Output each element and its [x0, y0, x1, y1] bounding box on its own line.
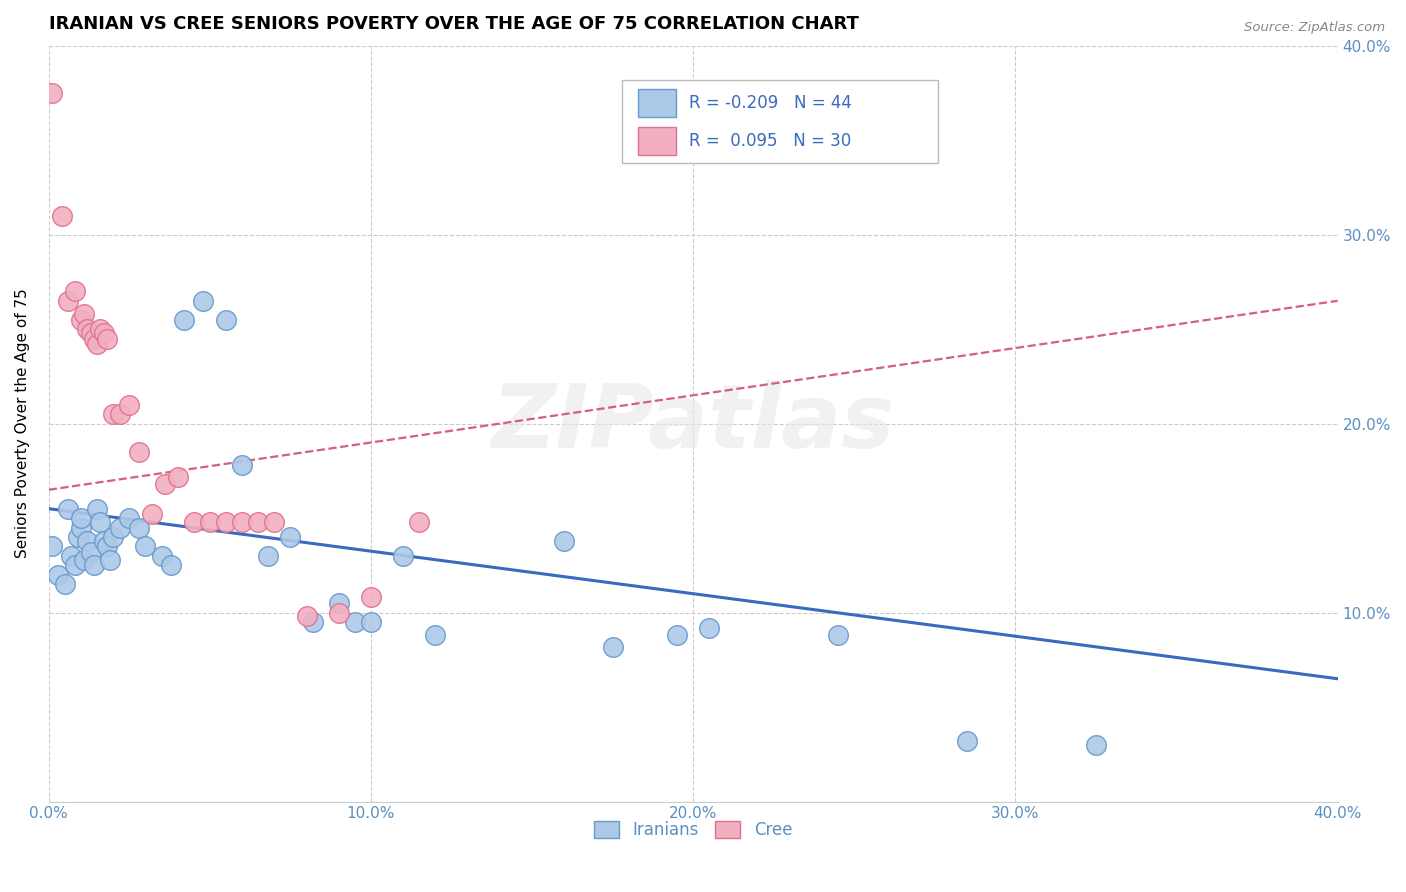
Text: R = -0.209   N = 44: R = -0.209 N = 44	[689, 95, 852, 112]
Point	[257, 549, 280, 563]
Point	[150, 549, 173, 563]
Point	[118, 398, 141, 412]
FancyBboxPatch shape	[638, 127, 676, 155]
Point	[141, 508, 163, 522]
Text: ZIPatlas: ZIPatlas	[492, 380, 894, 467]
Point	[41, 86, 63, 100]
Point	[76, 322, 98, 336]
Point	[41, 540, 63, 554]
Point	[328, 596, 350, 610]
Point	[360, 591, 382, 605]
Point	[827, 628, 849, 642]
Point	[96, 540, 118, 554]
Point	[86, 337, 108, 351]
Point	[666, 628, 689, 642]
Point	[956, 734, 979, 748]
Text: IRANIAN VS CREE SENIORS POVERTY OVER THE AGE OF 75 CORRELATION CHART: IRANIAN VS CREE SENIORS POVERTY OVER THE…	[49, 15, 859, 33]
Point	[295, 609, 318, 624]
Point	[247, 515, 270, 529]
Text: R =  0.095   N = 30: R = 0.095 N = 30	[689, 132, 852, 150]
Point	[63, 285, 86, 299]
FancyBboxPatch shape	[638, 88, 676, 118]
Point	[60, 549, 83, 563]
Point	[53, 577, 76, 591]
Point	[173, 312, 195, 326]
Point	[70, 511, 93, 525]
Point	[280, 530, 302, 544]
Point	[89, 515, 111, 529]
Point	[70, 520, 93, 534]
Point	[183, 515, 205, 529]
Point	[76, 533, 98, 548]
Point	[86, 501, 108, 516]
Point	[108, 520, 131, 534]
Point	[153, 477, 176, 491]
Point	[89, 322, 111, 336]
Point	[198, 515, 221, 529]
Point	[302, 615, 325, 629]
Point	[70, 312, 93, 326]
Point	[79, 545, 101, 559]
Point	[63, 558, 86, 573]
Point	[108, 407, 131, 421]
Point	[166, 469, 188, 483]
Y-axis label: Seniors Poverty Over the Age of 75: Seniors Poverty Over the Age of 75	[15, 289, 30, 558]
Legend: Iranians, Cree: Iranians, Cree	[588, 814, 799, 847]
Point	[231, 458, 253, 473]
Point	[103, 530, 125, 544]
FancyBboxPatch shape	[623, 79, 938, 163]
Point	[231, 515, 253, 529]
Point	[128, 445, 150, 459]
Point	[408, 515, 430, 529]
Point	[328, 606, 350, 620]
Point	[73, 307, 96, 321]
Point	[66, 530, 89, 544]
Point	[48, 567, 70, 582]
Point	[93, 326, 115, 340]
Point	[128, 520, 150, 534]
Point	[392, 549, 415, 563]
Point	[134, 540, 156, 554]
Text: Source: ZipAtlas.com: Source: ZipAtlas.com	[1244, 21, 1385, 34]
Point	[51, 209, 73, 223]
Point	[83, 558, 105, 573]
Point	[215, 312, 238, 326]
Point	[215, 515, 238, 529]
Point	[697, 621, 720, 635]
Point	[73, 552, 96, 566]
Point	[118, 511, 141, 525]
Point	[263, 515, 285, 529]
Point	[93, 533, 115, 548]
Point	[602, 640, 624, 654]
Point	[56, 293, 79, 308]
Point	[96, 332, 118, 346]
Point	[98, 552, 121, 566]
Point	[103, 407, 125, 421]
Point	[553, 533, 575, 548]
Point	[193, 293, 215, 308]
Point	[343, 615, 366, 629]
Point	[83, 332, 105, 346]
Point	[160, 558, 183, 573]
Point	[79, 326, 101, 340]
Point	[360, 615, 382, 629]
Point	[425, 628, 447, 642]
Point	[1084, 738, 1107, 752]
Point	[56, 501, 79, 516]
